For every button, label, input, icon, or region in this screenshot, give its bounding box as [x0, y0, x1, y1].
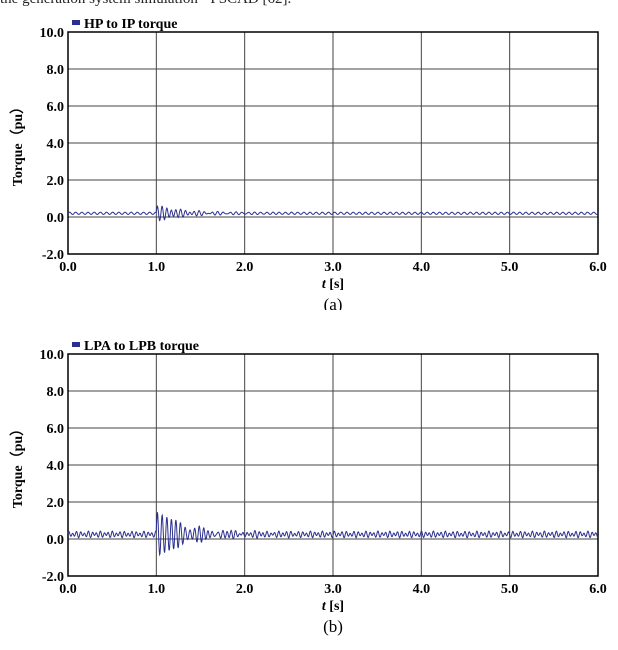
panel-label: (b) [323, 617, 343, 636]
x-tick-label: 3.0 [324, 260, 342, 275]
x-tick-label: 1.0 [148, 582, 166, 597]
chart-lpa-to-lpb-torque: -2.00.02.04.06.08.010.00.0 1.0 2.0 3.0 4.0 5.… [10, 339, 607, 636]
x-tick-label: 4.0 [413, 582, 431, 597]
legend-swatch [72, 20, 80, 25]
figure-caption-fragment: the generation system simulation - PSCAD… [0, 0, 618, 8]
y-tick-label: 2.0 [47, 174, 65, 189]
x-tick-label: 0.0 [59, 260, 77, 275]
y-tick-label: 8.0 [47, 63, 65, 78]
x-axis-label: t [s] [322, 599, 344, 614]
series-line [67, 512, 599, 557]
y-tick-label: 10.0 [40, 348, 65, 363]
legend-swatch [72, 342, 80, 347]
x-tick-label: 5.0 [501, 260, 519, 275]
x-axis-label: t [s] [322, 277, 344, 292]
series-line [67, 204, 599, 222]
x-tick-label: 2.0 [236, 582, 254, 597]
y-tick-label: 4.0 [47, 459, 65, 474]
chart-hp-to-ip-torque: -2.00.02.04.06.08.010.00.0 1.0 2.0 3.0 4.0 5.… [10, 17, 607, 310]
y-tick-label: 0.0 [47, 533, 65, 548]
plot-frame [67, 353, 599, 577]
legend-label: LPA to LPB torque [84, 339, 199, 354]
y-tick-label: -2.0 [42, 570, 64, 585]
x-tick-label: 0.0 [59, 582, 77, 597]
y-tick-label: -2.0 [42, 248, 64, 263]
panel-label: (a) [324, 295, 343, 310]
y-tick-label: 6.0 [47, 100, 65, 115]
x-tick-label: 5.0 [501, 582, 519, 597]
y-tick-label: 6.0 [47, 422, 65, 437]
x-tick-label: 1.0 [148, 260, 166, 275]
y-tick-label: 10.0 [40, 26, 65, 41]
x-tick-label: 2.0 [236, 260, 254, 275]
x-tick-label: 3.0 [324, 582, 342, 597]
x-tick-label: 4.0 [413, 260, 431, 275]
plot-frame [67, 31, 599, 255]
x-tick-label: 6.0 [589, 260, 607, 275]
y-tick-label: 0.0 [47, 211, 65, 226]
y-axis-label: Torque（pu） [10, 100, 26, 186]
y-tick-label: 4.0 [47, 137, 65, 152]
x-tick-label: 6.0 [589, 582, 607, 597]
y-axis-label: Torque（pu） [10, 422, 26, 508]
y-tick-label: 8.0 [47, 385, 65, 400]
y-tick-label: 2.0 [47, 496, 65, 511]
legend-label: HP to IP torque [84, 17, 177, 32]
